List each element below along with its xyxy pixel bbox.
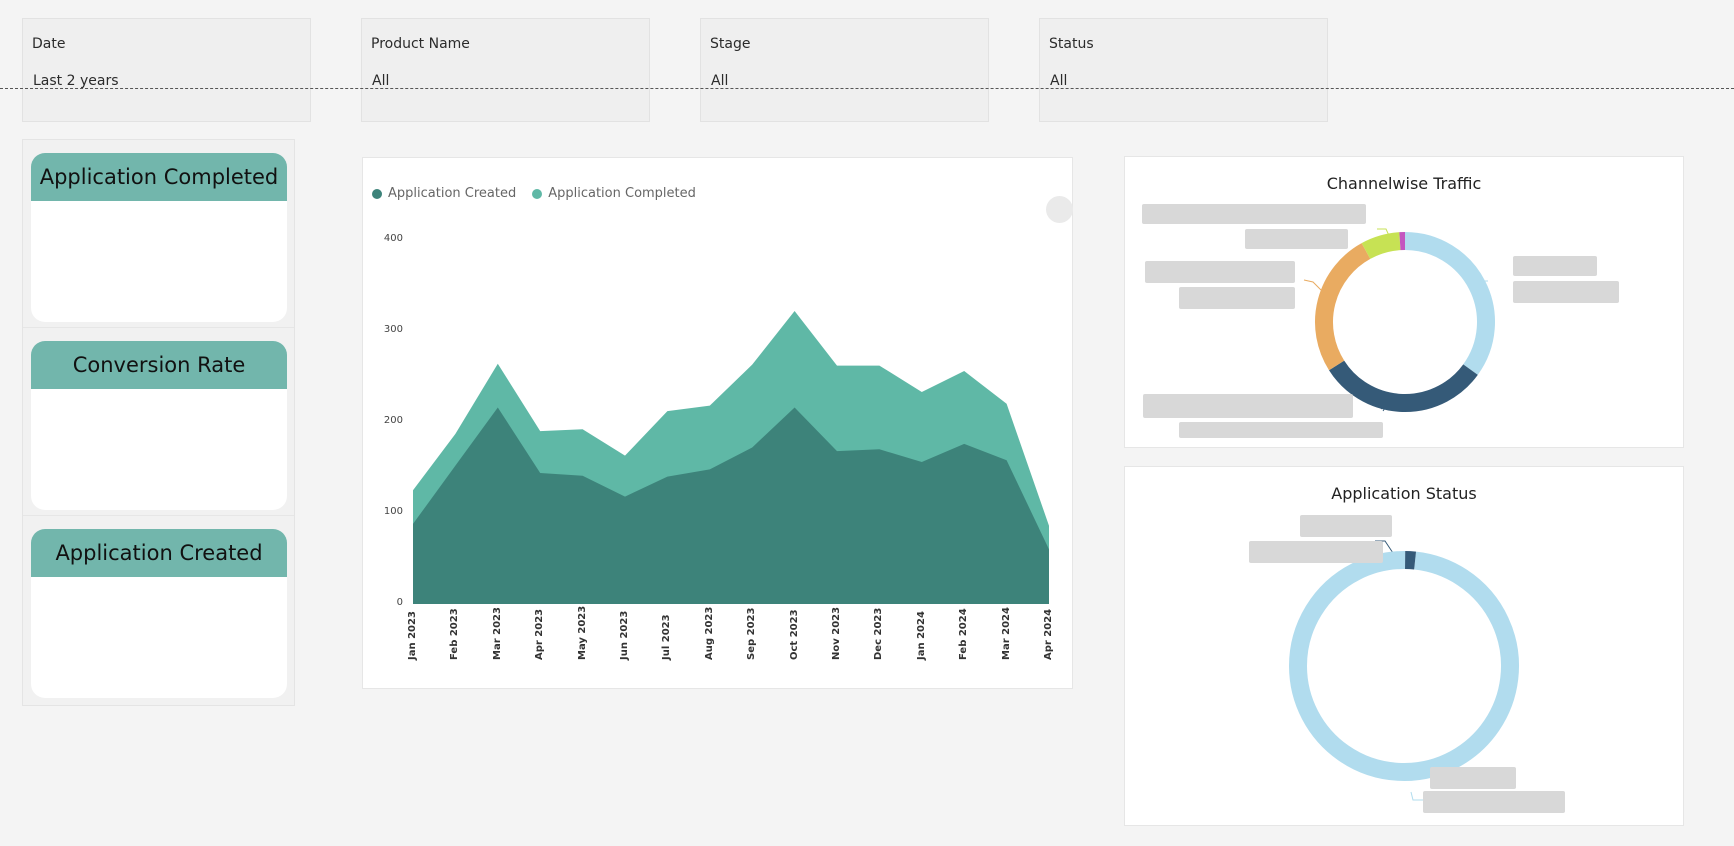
filter-product-name[interactable]: Product Name All <box>361 18 650 122</box>
leader-line <box>1303 279 1322 291</box>
kpi-value-area <box>31 577 287 698</box>
filter-date[interactable]: Date Last 2 years <box>22 18 311 122</box>
filter-stage-label: Stage <box>710 36 751 52</box>
legend-swatch-completed <box>532 188 543 199</box>
blurred-label <box>1143 394 1353 418</box>
x-tick-label: Aug 2023 <box>703 606 715 660</box>
kpi-value-area <box>31 201 287 322</box>
x-tick-label: Jun 2023 <box>619 610 630 660</box>
status-slice <box>1289 551 1519 781</box>
x-tick-label: Jan 2023 <box>407 611 418 660</box>
chart-menu-button[interactable] <box>1046 196 1073 223</box>
kpi-card-application-completed[interactable]: Application Completed <box>31 153 287 322</box>
kpi-title: Application Created <box>31 529 287 577</box>
filter-date-label: Date <box>32 36 66 52</box>
kpi-cell: Application Completed <box>23 140 294 328</box>
legend-item-created[interactable]: Application Created <box>372 186 516 201</box>
y-tick-label: 200 <box>383 415 403 426</box>
blurred-label <box>1179 287 1295 309</box>
blurred-label <box>1513 281 1619 303</box>
kpi-card-conversion-rate[interactable]: Conversion Rate <box>31 341 287 510</box>
blurred-label <box>1430 767 1516 789</box>
x-tick-label: May 2023 <box>576 605 588 660</box>
blurred-label <box>1300 515 1392 537</box>
channel-slice <box>1329 360 1478 412</box>
application-status-panel[interactable]: Application Status <box>1124 466 1684 826</box>
y-tick-label: 0 <box>396 597 403 608</box>
applications-area-chart[interactable]: Application Created Application Complete… <box>362 157 1073 689</box>
filter-date-value[interactable]: Last 2 years <box>33 73 119 89</box>
blurred-label <box>1513 256 1597 276</box>
legend-label-completed: Application Completed <box>548 186 696 201</box>
x-tick-label: Mar 2024 <box>1000 607 1012 660</box>
kpi-card-application-created[interactable]: Application Created <box>31 529 287 698</box>
x-tick-label: Jul 2023 <box>661 614 673 660</box>
filter-stage[interactable]: Stage All <box>700 18 989 122</box>
x-tick-label: Feb 2023 <box>449 608 461 660</box>
x-tick-label: Sep 2023 <box>746 607 758 660</box>
x-tick-label: Apr 2024 <box>1043 608 1054 660</box>
filter-product-name-label: Product Name <box>371 36 470 52</box>
blurred-label <box>1245 229 1348 249</box>
filter-status-label: Status <box>1049 36 1094 52</box>
channel-slice <box>1404 232 1495 375</box>
kpi-cell: Conversion Rate <box>23 328 294 516</box>
dashed-guide-line <box>0 88 1734 89</box>
blurred-label <box>1179 422 1383 438</box>
channel-slice <box>1315 243 1371 371</box>
leader-line <box>1410 791 1425 801</box>
status-donut-chart <box>1289 540 1519 801</box>
x-tick-label: Nov 2023 <box>831 606 842 660</box>
filter-status-value[interactable]: All <box>1050 73 1068 89</box>
filter-product-name-value[interactable]: All <box>372 73 390 89</box>
x-tick-label: Jan 2024 <box>915 611 927 660</box>
channelwise-traffic-panel[interactable]: Channelwise Traffic <box>1124 156 1684 448</box>
legend-label-created: Application Created <box>388 186 517 201</box>
blurred-label <box>1142 204 1366 224</box>
area-series-application-created <box>413 407 1049 604</box>
x-tick-label: Mar 2023 <box>491 607 503 660</box>
blurred-label <box>1423 791 1565 813</box>
blurred-label <box>1249 541 1383 563</box>
chart-legend: Application Created Application Complete… <box>372 186 712 201</box>
x-tick-label: Apr 2023 <box>534 608 546 660</box>
legend-item-completed[interactable]: Application Completed <box>532 186 696 201</box>
legend-swatch-created <box>372 188 382 199</box>
kpi-group: Application Completed Conversion Rate Ap… <box>22 139 295 706</box>
x-tick-label: Feb 2024 <box>958 608 970 660</box>
panel-title: Application Status <box>1331 484 1477 503</box>
blurred-label <box>1145 261 1295 283</box>
filter-status[interactable]: Status All <box>1039 18 1328 122</box>
y-tick-label: 100 <box>383 506 403 517</box>
kpi-title: Application Completed <box>31 153 287 201</box>
status-slice <box>1404 551 1417 570</box>
panel-title: Channelwise Traffic <box>1326 174 1482 193</box>
y-tick-label: 300 <box>383 324 403 335</box>
x-tick-label: Dec 2023 <box>873 607 885 660</box>
kpi-title: Conversion Rate <box>31 341 287 389</box>
channel-slice <box>1361 232 1401 260</box>
area-chart-plot <box>413 310 1049 604</box>
filter-stage-value[interactable]: All <box>711 73 729 89</box>
x-tick-label: Oct 2023 <box>788 609 800 660</box>
y-tick-label: 400 <box>383 233 403 244</box>
kpi-value-area <box>31 389 287 510</box>
channel-donut-chart <box>1303 228 1495 412</box>
kpi-cell: Application Created <box>23 516 294 704</box>
